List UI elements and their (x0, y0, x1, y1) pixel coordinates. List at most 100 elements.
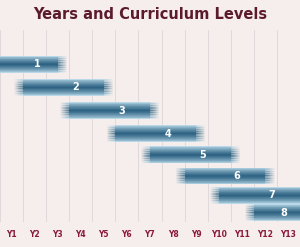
Bar (271, 181, 272, 182)
Bar (273, 171, 274, 172)
Bar (110, 86, 111, 87)
Bar (147, 160, 148, 161)
Bar (179, 180, 180, 181)
Bar (233, 154, 234, 155)
Bar (61, 71, 62, 72)
Bar (111, 136, 112, 137)
Bar (22, 90, 23, 91)
Bar (269, 183, 270, 184)
Bar (158, 113, 159, 114)
Bar (19, 90, 20, 91)
Bar (61, 64, 62, 65)
Bar (196, 127, 197, 128)
Bar (273, 173, 274, 174)
Bar (64, 115, 65, 116)
Bar (154, 103, 155, 104)
Bar (236, 156, 237, 157)
Bar (15, 87, 16, 88)
Bar (62, 114, 63, 115)
Bar (176, 172, 177, 173)
Bar (62, 116, 63, 117)
Bar (146, 148, 147, 149)
Bar (113, 132, 114, 133)
Bar (147, 153, 148, 154)
Bar (176, 173, 177, 174)
Bar (16, 95, 17, 96)
Bar (108, 80, 109, 81)
Bar (212, 201, 213, 202)
Bar (266, 169, 267, 170)
Bar (244, 220, 245, 221)
Bar (214, 191, 215, 192)
Bar (113, 131, 114, 132)
Bar (216, 201, 217, 202)
Bar (114, 128, 115, 129)
Bar (239, 161, 240, 162)
Text: 2: 2 (72, 82, 79, 92)
Bar (244, 210, 245, 211)
Bar (108, 133, 109, 134)
Bar (151, 110, 152, 111)
Bar (153, 112, 154, 113)
Bar (202, 141, 203, 142)
Bar (205, 136, 206, 137)
Bar (232, 148, 233, 149)
Bar (238, 156, 239, 157)
Bar (272, 176, 273, 177)
Bar (212, 190, 213, 191)
Bar (112, 133, 113, 134)
Bar (234, 156, 235, 157)
Bar (158, 115, 159, 116)
Bar (205, 134, 206, 135)
Bar (269, 181, 270, 182)
Bar (198, 129, 199, 130)
Bar (198, 141, 199, 142)
Bar (149, 161, 150, 162)
Bar (271, 175, 272, 176)
Bar (22, 91, 23, 92)
Bar (111, 90, 112, 91)
Bar (245, 218, 246, 219)
Bar (19, 91, 20, 92)
Bar (248, 208, 249, 209)
Bar (148, 146, 149, 147)
Bar (231, 157, 232, 158)
Bar (158, 103, 159, 104)
Bar (61, 118, 62, 119)
Bar (155, 105, 156, 106)
Bar (142, 156, 143, 157)
Bar (197, 128, 198, 129)
Bar (216, 198, 217, 199)
Bar (149, 156, 150, 157)
Bar (64, 107, 65, 108)
Bar (271, 178, 272, 179)
Bar (150, 114, 151, 115)
Bar (154, 104, 155, 105)
Bar (60, 104, 61, 105)
Bar (63, 102, 64, 103)
Bar (62, 105, 63, 106)
Bar (23, 86, 104, 87)
Bar (238, 153, 239, 154)
Bar (68, 108, 69, 109)
Bar (65, 111, 66, 112)
Bar (176, 175, 177, 176)
Bar (238, 160, 239, 161)
Bar (203, 141, 204, 142)
Bar (151, 117, 152, 118)
Bar (61, 110, 62, 111)
Bar (215, 191, 216, 192)
Bar (200, 136, 201, 137)
Bar (150, 103, 151, 104)
Bar (22, 88, 23, 89)
Bar (147, 152, 148, 153)
Bar (66, 64, 67, 65)
Bar (246, 206, 247, 207)
Bar (219, 192, 300, 193)
Bar (155, 116, 156, 117)
Bar (23, 93, 104, 94)
Bar (245, 219, 246, 220)
Bar (112, 137, 113, 138)
Bar (150, 157, 231, 158)
Bar (62, 71, 63, 72)
